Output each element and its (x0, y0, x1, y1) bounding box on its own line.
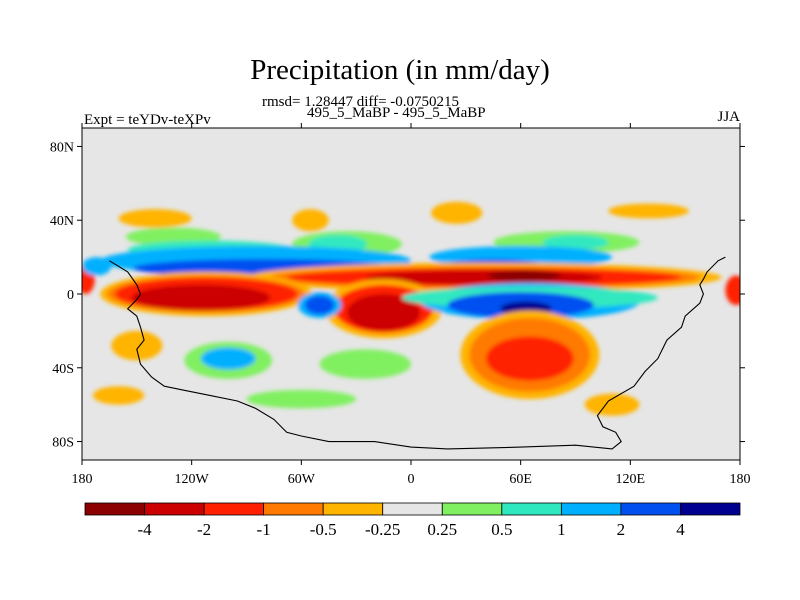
y-tick-label: 40S (52, 362, 74, 377)
colorbar-swatch (203, 502, 265, 516)
colorbar-label: 2 (617, 520, 626, 539)
y-tick-label: 40N (50, 214, 74, 229)
precip-region (608, 203, 689, 219)
colorbar-label: 4 (676, 520, 685, 539)
colorbar-label: -4 (137, 520, 152, 539)
colorbar-swatch (382, 502, 443, 516)
precip-region (725, 275, 740, 306)
precip-region (200, 347, 256, 370)
precip-region (92, 386, 145, 405)
colorbar-swatch (263, 502, 324, 516)
x-tick-label: 180 (730, 472, 751, 487)
chart-subtitle: 495_5_MaBP - 495_5_MaBP (307, 105, 486, 121)
y-tick-label: 80N (50, 140, 74, 155)
precip-region (542, 234, 609, 250)
y-tick-label: 0 (67, 288, 74, 303)
colorbar-swatch (501, 502, 562, 516)
colorbar-label: 1 (557, 520, 566, 539)
colorbar: -4 -2 -1 -0.5 -0.25 0.25 0.5 1 2 4 (84, 502, 741, 539)
colorbar-swatch (322, 502, 384, 516)
precip-region (319, 349, 411, 379)
coastline (109, 256, 726, 450)
precip-region (487, 270, 561, 282)
precip-region (292, 209, 329, 232)
colorbar-label: -0.5 (310, 520, 337, 539)
season-label: JJA (717, 109, 740, 125)
colorbar-label: 0.25 (427, 520, 457, 539)
precip-region (584, 393, 640, 416)
chart-title: Precipitation (in mm/day) (250, 54, 550, 86)
colorbar-label: -2 (197, 520, 211, 539)
precipitation-field (82, 201, 740, 416)
colorbar-label: -0.25 (365, 520, 400, 539)
x-tick-label: 120E (616, 472, 646, 487)
colorbar-swatch (680, 502, 741, 516)
x-tick-label: 0 (408, 472, 415, 487)
x-tick-label: 60W (288, 472, 316, 487)
colorbar-label: 0.5 (491, 520, 512, 539)
precip-region (485, 336, 574, 381)
precip-region (131, 284, 271, 311)
precip-region (304, 295, 335, 315)
colorbar-swatch (560, 502, 622, 516)
precip-region (431, 201, 483, 224)
x-tick-label: 180 (72, 472, 93, 487)
precip-region (111, 330, 163, 361)
precip-region (246, 389, 357, 409)
map-axes: 180 120W 60W 0 60E 120E 180 80N 40N 0 40S 80S (50, 123, 751, 487)
y-tick-label: 80S (52, 436, 74, 451)
precip-region (347, 294, 421, 331)
colorbar-swatch (144, 502, 205, 516)
colorbar-label: -1 (257, 520, 271, 539)
stats-label: rmsd= 1.28447 diff= -0.0750215 (262, 94, 460, 110)
precip-region (82, 257, 112, 276)
precip-region (118, 209, 192, 228)
colorbar-swatch (441, 502, 503, 516)
x-tick-label: 60E (509, 472, 532, 487)
experiment-label: Expt = teYDv-teXPv (84, 112, 211, 128)
colorbar-swatch (84, 502, 145, 516)
x-tick-label: 120W (175, 472, 210, 487)
colorbar-swatch (620, 502, 681, 516)
